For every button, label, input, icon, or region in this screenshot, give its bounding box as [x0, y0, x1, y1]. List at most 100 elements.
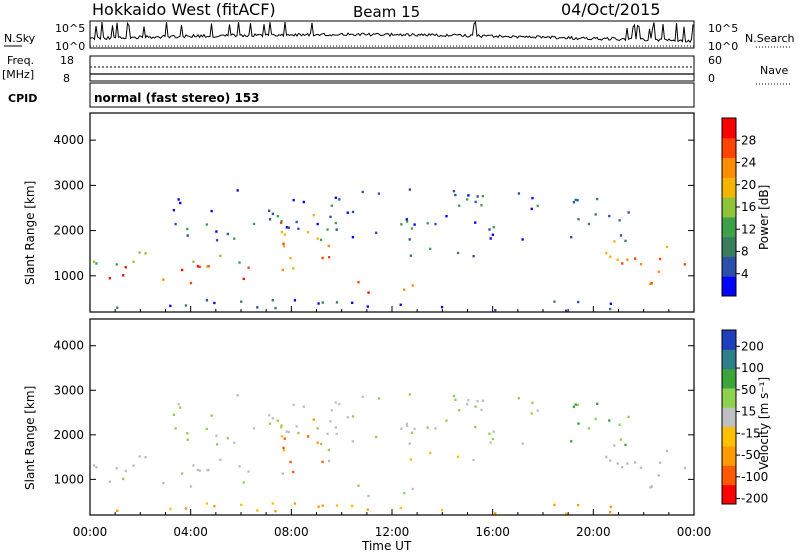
colorbar-segment: [722, 349, 736, 370]
velocity-cell: [624, 443, 627, 447]
velocity-cell: [335, 504, 339, 507]
velocity-cell: [426, 426, 429, 429]
velocity-colorbar-label: Velocity [m s⁻¹]: [757, 377, 771, 470]
power-cell: [205, 223, 208, 226]
power-cell: [186, 234, 189, 237]
power-cell: [238, 261, 241, 264]
power-cell: [657, 270, 660, 273]
power-colorbar: 4 8 12 16 20 24 28 Power [dB]: [721, 117, 771, 297]
power-cell: [488, 228, 491, 231]
power-cell: [124, 266, 127, 269]
power-cell: [351, 301, 354, 305]
power-cell: [564, 309, 568, 312]
velocity-cell: [297, 431, 300, 435]
power-cell: [330, 204, 333, 207]
freq-unit: [MHz]: [2, 68, 34, 81]
velocity-cell: [276, 419, 279, 422]
power-cell: [472, 254, 475, 258]
power-cell: [242, 277, 245, 281]
power-cell: [408, 188, 411, 191]
power-cell: [319, 238, 323, 242]
velocity-cell: [280, 426, 283, 429]
velocity-cell: [361, 395, 364, 398]
power-cell: [609, 302, 613, 305]
power-cell: [233, 237, 236, 240]
power-cell: [616, 258, 619, 261]
velocity-cell: [316, 427, 319, 430]
power-cell: [271, 299, 274, 302]
power-cell: [375, 231, 378, 235]
velocity-cell: [608, 510, 612, 514]
velocity-cell: [405, 424, 409, 428]
velocity-cell: [429, 451, 432, 455]
power-y-axis-label: Slant Range [km]: [23, 181, 37, 285]
power-scatter-data: [92, 188, 687, 312]
velocity-cell: [466, 402, 469, 406]
velocity-cell: [213, 504, 216, 508]
velocity-cell: [317, 505, 320, 508]
power-colorbar-tick-label: 28: [741, 133, 756, 147]
power-cell: [626, 258, 629, 261]
power-cell: [215, 239, 219, 242]
velocity-colorbar-tick-label: -100: [741, 470, 768, 484]
velocity-cell: [281, 472, 285, 475]
velocity-cell: [445, 419, 448, 422]
velocity-cell: [377, 397, 381, 400]
nsky-trace: [89, 20, 694, 44]
power-cell: [608, 307, 612, 311]
velocity-cell: [95, 466, 98, 469]
velocity-cell: [434, 427, 437, 430]
power-cell: [226, 232, 229, 236]
power-cell: [274, 306, 277, 310]
velocity-cell: [408, 442, 411, 445]
velocity-cell: [177, 402, 180, 406]
power-cell: [316, 237, 319, 240]
velocity-cell: [179, 406, 182, 409]
velocity-y-axis: 1000 2000 3000 4000: [53, 339, 694, 486]
power-cell: [312, 214, 315, 217]
power-cell: [456, 251, 460, 255]
velocity-cell: [609, 505, 613, 509]
freq-label: Freq.: [7, 54, 34, 67]
power-cell: [189, 281, 193, 285]
power-cell: [474, 221, 477, 224]
velocity-colorbar: 200 100 50 15 -15 -50 -100 -200 Velocity [m s⁻¹…: [721, 329, 771, 506]
velocity-cell: [169, 507, 172, 511]
velocity-cell: [215, 443, 219, 446]
power-cell: [521, 238, 524, 241]
power-cell: [293, 299, 297, 302]
power-cell: [434, 222, 437, 226]
velocity-cell: [282, 449, 286, 452]
velocity-cell: [400, 427, 403, 430]
velocity-y-tick-label: 1000: [53, 472, 84, 486]
beam-label: Beam 15: [353, 3, 420, 21]
power-cell: [280, 230, 284, 234]
velocity-cell: [268, 422, 272, 425]
velocity-colorbar-tick-label: -15: [741, 426, 761, 440]
velocity-cell: [492, 430, 495, 433]
velocity-cell: [306, 435, 310, 438]
velocity-cell: [357, 484, 360, 487]
power-colorbar-tick-label: 4: [741, 267, 749, 281]
velocity-cell: [410, 431, 414, 434]
velocity-cell: [587, 427, 591, 430]
power-cell: [334, 196, 337, 200]
velocity-cell: [215, 434, 218, 437]
velocity-cell: [338, 402, 341, 406]
power-cell: [649, 282, 652, 286]
power-cell: [650, 281, 653, 285]
freq-right-tick-bottom: 0: [708, 72, 715, 85]
power-cell: [219, 254, 222, 258]
velocity-cell: [639, 466, 643, 470]
x-tick-label: 20:00: [576, 525, 611, 539]
velocity-cell: [440, 508, 444, 512]
power-cell: [287, 226, 290, 229]
velocity-cell: [242, 481, 245, 484]
velocity-cell: [256, 509, 259, 512]
velocity-cell: [472, 458, 475, 462]
power-cell: [608, 214, 611, 218]
velocity-cell: [613, 444, 616, 447]
x-tick-label: 16:00: [475, 525, 510, 539]
velocity-cell: [456, 455, 460, 459]
